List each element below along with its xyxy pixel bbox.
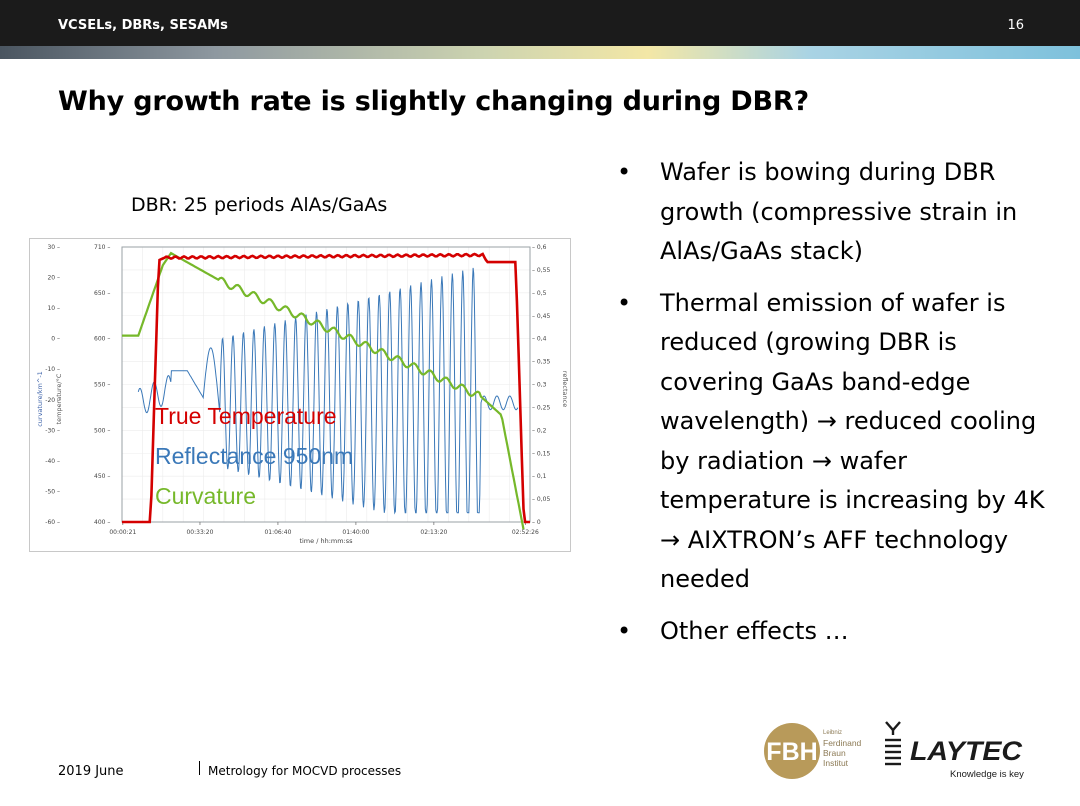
section-title: VCSELs, DBRs, SESAMs <box>58 18 228 33</box>
x-tick-label: 02:13:20 <box>420 529 447 536</box>
laytec-logo: LAYTEC Knowledge is key <box>885 721 1024 780</box>
fbh-logo-mark: FBH <box>766 738 817 766</box>
curvature-tick-label: 0 – <box>51 336 60 343</box>
fbh-logo-line-1: Ferdinand <box>823 738 862 748</box>
page-number: 16 <box>1007 18 1024 33</box>
reflectance-tick-label: – 0,1 <box>532 473 547 480</box>
curvature-tick-label: -30 – <box>45 427 60 434</box>
series-curvature <box>122 251 525 530</box>
temperature-tick-label: 500 – <box>94 427 110 434</box>
temperature-tick-label: 650 – <box>94 290 110 297</box>
temperature-axis-label: temperature/°C <box>55 373 63 424</box>
reflectance-tick-label: – 0,2 <box>532 427 547 434</box>
legend-true-temperature: True Temperature <box>155 403 337 429</box>
fbh-logo-line-3: Institut <box>823 758 849 768</box>
curvature-tick-label: -50 – <box>45 488 60 495</box>
footer-separator <box>199 761 200 775</box>
laytec-wordmark: LAYTEC <box>910 736 1023 766</box>
bullet-wafer-bowing: • Wafer is bowing during DBR growth (comp… <box>615 153 1055 272</box>
x-tick-label: 01:40:00 <box>342 529 369 536</box>
reflectance-tick-label: – 0,3 <box>532 382 547 389</box>
slide-title: Why growth rate is slightly changing dur… <box>58 86 809 117</box>
temperature-tick-label: 550 – <box>94 382 110 389</box>
series-true-temperature <box>122 252 530 524</box>
bullet-other-effects: • Other effects … <box>615 612 1055 652</box>
reflectance-tick-label: – 0 <box>532 519 541 526</box>
curvature-tick-label: 20 – <box>47 275 60 282</box>
reflectance-tick-label: – 0,05 <box>532 496 550 503</box>
reflectance-tick-label: – 0,6 <box>532 244 547 251</box>
fbh-logo-line-2: Braun <box>823 748 846 758</box>
bullet-dot: • <box>617 158 632 186</box>
header-gradient-stripe <box>0 46 1080 59</box>
legend-curvature: Curvature <box>155 483 256 509</box>
laytec-emblem-icon <box>885 721 901 766</box>
curvature-tick-label: 30 – <box>47 244 60 251</box>
curvature-tick-label: 10 – <box>47 305 60 312</box>
plot-frame <box>121 246 531 523</box>
footer-date: 2019 June <box>58 764 124 779</box>
chart-caption: DBR: 25 periods AlAs/GaAs <box>131 194 388 216</box>
reflectance-tick-label: – 0,45 <box>532 313 550 320</box>
reflectance-tick-label: – 0,25 <box>532 404 550 411</box>
footer-title: Metrology for MOCVD processes <box>208 764 402 778</box>
bullet-thermal-emission: • Thermal emission of wafer is reduced (g… <box>615 284 1055 600</box>
fbh-logo-circle <box>764 723 820 779</box>
bullet-dot: • <box>617 616 632 645</box>
growth-chart: 30 – 20 – 10 – 0 – -10 – -20 – -30 – -40 – -50 –… <box>36 244 569 545</box>
time-axis: 00:00:21 00:33:20 01:06:40 01:40:00 02:13:20… <box>109 522 539 536</box>
temperature-tick-label: 450 – <box>94 473 110 480</box>
reflectance-tick-label: – 0,5 <box>532 290 547 297</box>
chart-panel: 30 – 20 – 10 – 0 – -10 – -20 – -30 – -40 – -50 –… <box>29 238 571 552</box>
laytec-slogan: Knowledge is key <box>950 769 1024 780</box>
reflectance-tick-label: – 0,55 <box>532 267 550 274</box>
x-axis-label: time / hh:mm:ss <box>299 537 353 545</box>
bullet-list: • Wafer is bowing during DBR growth (comp… <box>615 153 1055 663</box>
series-reflectance <box>137 267 519 515</box>
x-tick-label: 01:06:40 <box>264 529 291 536</box>
reflectance-axis: – 0,6 – 0,55 – 0,5 – 0,45 – 0,4 – 0,35 – 0,3 – … <box>532 244 550 526</box>
curvature-axis: 30 – 20 – 10 – 0 – -10 – -20 – -30 – -40 – -50 –… <box>45 244 60 526</box>
temperature-axis: 710 – 650 – 600 – 550 – 500 – 450 – 400 – <box>94 244 110 526</box>
legend-reflectance: Reflectance 950nm <box>155 443 353 469</box>
x-tick-label: 00:00:21 <box>109 529 136 536</box>
reflectance-axis-label: reflectance <box>561 371 569 407</box>
slide-header-bar: VCSELs, DBRs, SESAMs 16 <box>0 0 1080 46</box>
x-tick-label: 00:33:20 <box>186 529 213 536</box>
temperature-tick-label: 600 – <box>94 336 110 343</box>
reflectance-tick-label: – 0,4 <box>532 336 547 343</box>
curvature-tick-label: -10 – <box>45 366 60 373</box>
bullet-dot: • <box>617 288 632 317</box>
temperature-tick-label: 400 – <box>94 519 110 526</box>
curvature-axis-label: curvature/km^-1 <box>36 371 44 427</box>
curvature-tick-label: -40 – <box>45 458 60 465</box>
reflectance-tick-label: – 0,15 <box>532 450 550 457</box>
curvature-tick-label: -20 – <box>45 397 60 404</box>
temperature-tick-label: 710 – <box>94 244 110 251</box>
fbh-logo: FBH Leibniz Ferdinand Braun Institut <box>764 723 862 779</box>
fbh-logo-small-text: Leibniz <box>823 730 842 736</box>
curvature-tick-label: -60 – <box>45 519 60 526</box>
x-tick-label: 02:52:26 <box>512 529 539 536</box>
chart-grid <box>122 247 530 522</box>
reflectance-tick-label: – 0,35 <box>532 359 550 366</box>
